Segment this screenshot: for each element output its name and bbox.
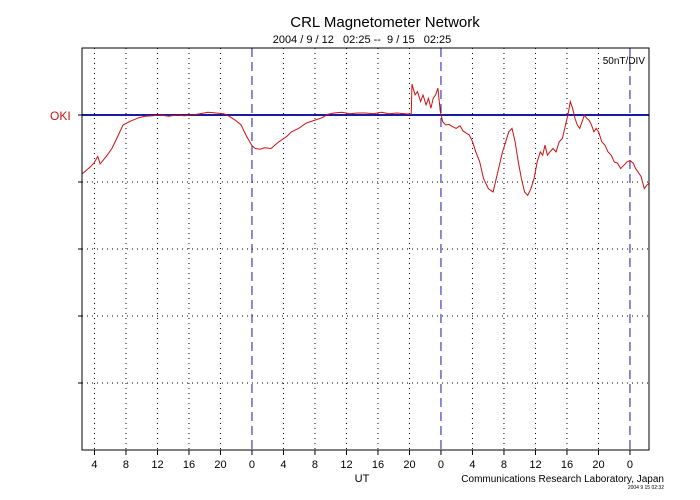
x-tick-label: 4: [280, 459, 286, 471]
scale-label: 50nT/DIV: [603, 56, 646, 67]
x-tick-label: 8: [123, 459, 129, 471]
y-axis-ticks: [78, 114, 82, 384]
x-tick-label: 4: [469, 459, 475, 471]
x-tick-label: 20: [592, 459, 604, 471]
x-tick-label: 12: [151, 459, 163, 471]
chart-subtitle: 2004 / 9 / 12 02:25 -- 9 / 15 02:25: [273, 34, 452, 46]
x-axis-label: UT: [355, 473, 370, 485]
x-tick-label: 4: [91, 459, 97, 471]
x-tick-label: 0: [438, 459, 444, 471]
x-tick-label: 20: [403, 459, 415, 471]
x-tick-label: 20: [214, 459, 226, 471]
series-line-oki: [81, 84, 650, 197]
x-tick-label: 16: [372, 459, 384, 471]
x-tick-label: 8: [501, 459, 507, 471]
x-tick-label: 16: [183, 459, 195, 471]
credit-text: Communications Research Laboratory, Japa…: [461, 474, 664, 485]
x-tick-label: 8: [312, 459, 318, 471]
x-tick-label: 0: [249, 459, 255, 471]
day-boundaries: [251, 48, 631, 450]
grid: [82, 48, 649, 450]
x-tick-label: 12: [529, 459, 541, 471]
x-tick-label: 12: [340, 459, 352, 471]
x-tick-label: 0: [627, 459, 633, 471]
x-tick-label: 16: [561, 459, 573, 471]
station-label: OKI: [50, 109, 71, 123]
credit-timestamp: 2004 9 15 02:32: [628, 485, 664, 491]
x-axis-ticks: 4 8 12 16 20 0 4 8 12 16 20 0 4 8 12 16 20 0: [91, 450, 633, 471]
chart-title: CRL Magnetometer Network: [290, 14, 480, 31]
